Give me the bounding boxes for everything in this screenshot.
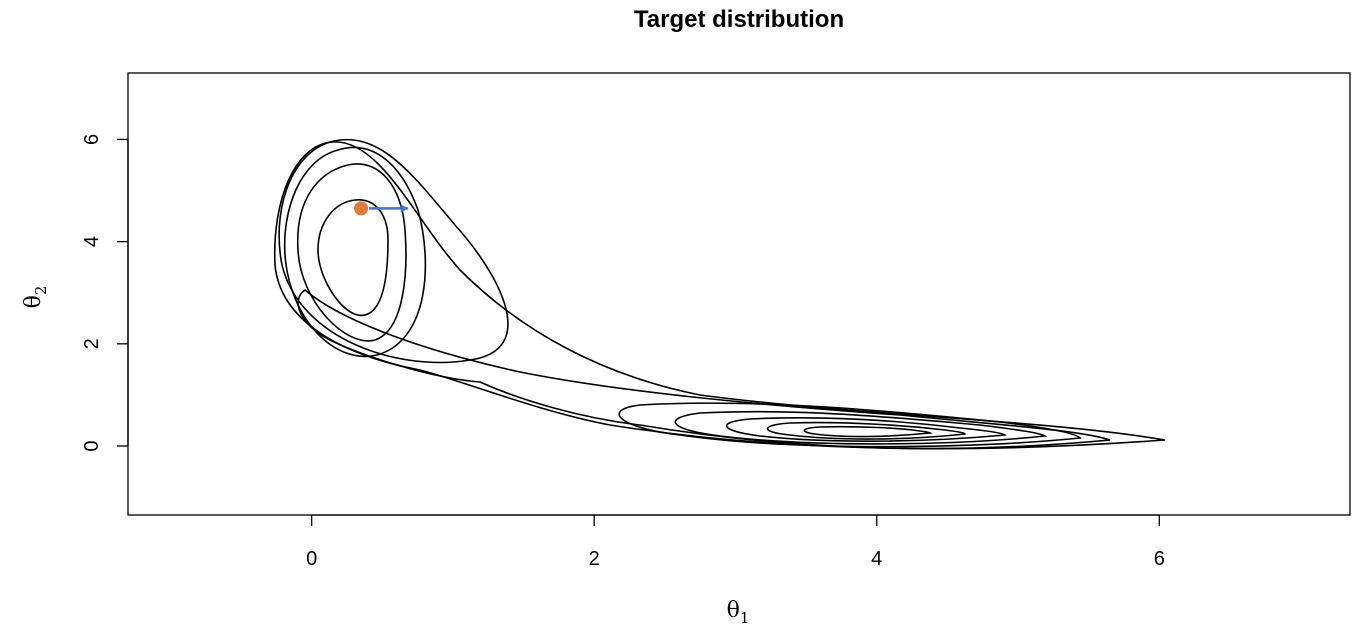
contour-lines	[273, 138, 1166, 450]
y-axis: 0 2 4 6	[81, 134, 129, 452]
contour-line	[297, 163, 407, 342]
x-axis-label-subscript: 1	[740, 609, 750, 627]
contour-line	[674, 410, 1048, 445]
x-tick-label: 6	[1154, 548, 1165, 570]
y-axis-label-subscript: 2	[32, 286, 50, 296]
contour-line	[803, 425, 933, 438]
plot-frame	[127, 72, 1351, 516]
x-axis-label: θ1	[727, 598, 750, 627]
y-tick-label: 4	[81, 236, 103, 247]
current-point	[354, 201, 369, 216]
y-axis-label: θ2	[21, 286, 50, 309]
chart-title: Target distribution	[634, 6, 844, 33]
y-tick-label: 2	[81, 338, 103, 349]
contour-line	[618, 402, 1082, 448]
x-tick-label: 4	[871, 548, 882, 570]
x-axis-label-symbol: θ	[727, 598, 740, 623]
x-tick-label: 2	[589, 548, 600, 570]
y-tick-label: 6	[81, 134, 103, 145]
contour-line	[283, 146, 427, 358]
contour-line	[766, 421, 966, 440]
y-tick-label: 0	[81, 440, 103, 451]
y-axis-label-symbol: θ	[21, 295, 46, 308]
x-axis: 0 2 4 6	[306, 514, 1165, 570]
contour-line	[726, 417, 1007, 442]
marker-layer	[354, 201, 409, 216]
contour-line	[317, 199, 389, 317]
x-tick-label: 0	[306, 548, 317, 570]
